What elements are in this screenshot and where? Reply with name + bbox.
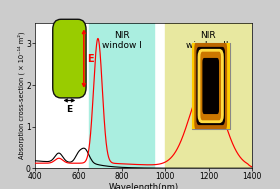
Text: NIR
window I: NIR window I [102, 31, 142, 50]
FancyBboxPatch shape [196, 47, 225, 125]
FancyBboxPatch shape [193, 40, 229, 132]
Y-axis label: Absorption cross-section ( × 10⁻¹⁴ m²): Absorption cross-section ( × 10⁻¹⁴ m²) [17, 32, 25, 159]
X-axis label: Wavelength(nm): Wavelength(nm) [108, 183, 179, 189]
FancyBboxPatch shape [202, 58, 219, 114]
Text: E: E [66, 105, 73, 114]
FancyBboxPatch shape [53, 19, 86, 98]
Bar [89, 23, 154, 168]
Text: NIR
window II: NIR window II [186, 31, 229, 50]
Text: E: E [87, 54, 94, 64]
Bar [61, 50, 78, 67]
FancyBboxPatch shape [199, 50, 222, 122]
FancyBboxPatch shape [60, 30, 79, 87]
Bar [165, 23, 252, 168]
